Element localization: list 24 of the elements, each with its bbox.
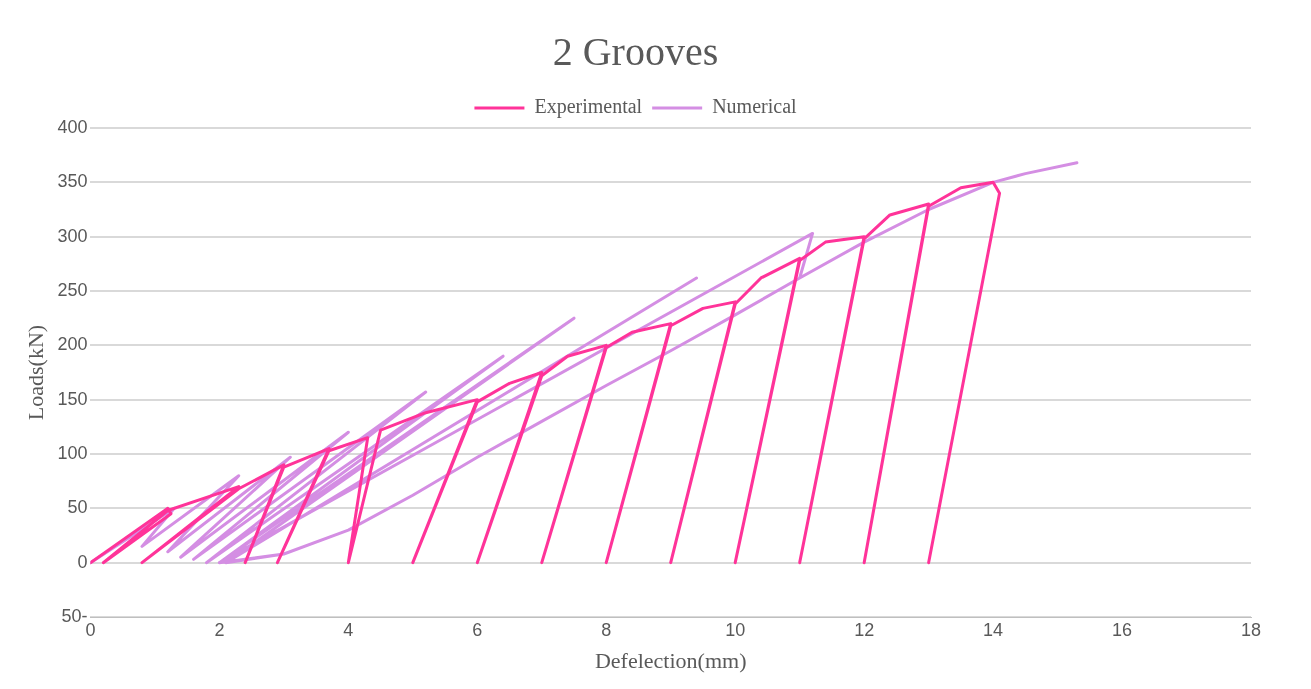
chart-title: 2 Grooves bbox=[552, 28, 719, 74]
y-tick-label: 50 bbox=[67, 497, 88, 518]
x-tick-label: 10 bbox=[725, 619, 746, 640]
x-tick-label: 6 bbox=[472, 619, 483, 640]
y-tick-label: 300 bbox=[57, 225, 88, 246]
y-tick-label: 100 bbox=[57, 442, 88, 463]
x-tick-label: 16 bbox=[1112, 619, 1133, 640]
x-tick-label: 2 bbox=[214, 619, 225, 640]
x-axis-title: Defelection(mm) bbox=[594, 647, 747, 673]
y-tick-label: 250 bbox=[57, 279, 88, 300]
x-tick-label: 12 bbox=[854, 619, 875, 640]
y-tick-label: 0 bbox=[77, 551, 88, 572]
x-tick-label: 18 bbox=[1240, 619, 1262, 640]
x-tick-label: 14 bbox=[983, 619, 1004, 640]
x-tick-label: 4 bbox=[343, 619, 354, 640]
y-tick-label: 150 bbox=[57, 388, 88, 409]
y-axis-title: Loads(kN) bbox=[22, 324, 48, 421]
legend-label: Experimental bbox=[534, 95, 643, 119]
y-tick-label: 200 bbox=[57, 334, 88, 355]
legend-label: Numerical bbox=[712, 95, 798, 118]
x-tick-label: 8 bbox=[601, 619, 612, 640]
y-tick-label: 350 bbox=[57, 171, 88, 192]
y-tick-label: 50- bbox=[61, 605, 88, 626]
y-tick-label: 400 bbox=[57, 116, 88, 137]
